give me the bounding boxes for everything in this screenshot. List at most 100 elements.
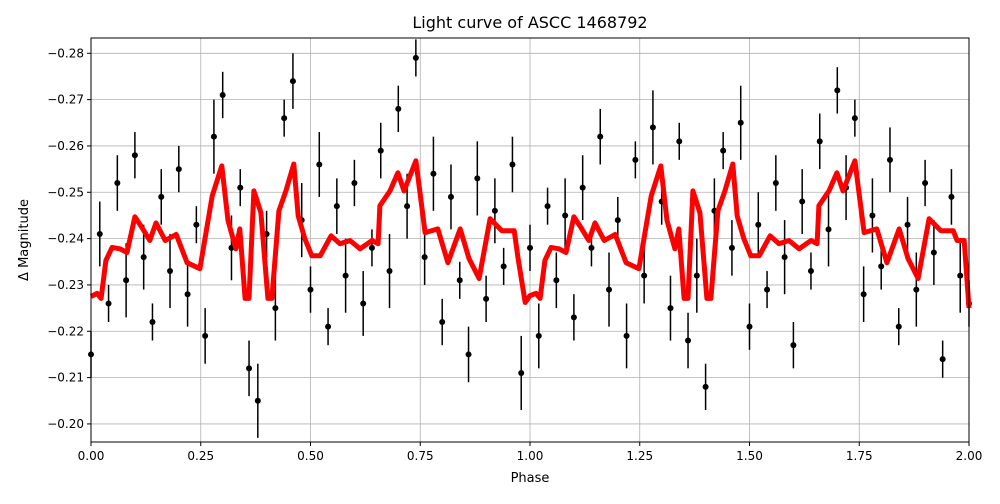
- chart-title: Light curve of ASCC 1468792: [412, 13, 647, 32]
- data-point: [316, 161, 323, 168]
- data-point: [333, 203, 340, 210]
- data-point: [219, 91, 226, 98]
- data-point: [781, 254, 788, 261]
- data-point: [149, 319, 156, 326]
- data-point: [614, 217, 621, 224]
- data-point: [939, 356, 946, 363]
- data-point: [386, 268, 393, 275]
- data-point: [667, 305, 674, 312]
- y-tick-label: −0.26: [47, 139, 84, 153]
- y-axis-ticks: −0.28 −0.27 −0.26 −0.25 −0.24 −0.23 −0.22 −0.21…: [47, 46, 91, 431]
- data-point: [764, 286, 771, 293]
- x-tick-label: 0.00: [78, 449, 105, 463]
- data-point: [913, 286, 920, 293]
- y-axis-label: Δ Magnitude: [17, 199, 32, 281]
- x-tick-label: 2.00: [956, 449, 983, 463]
- data-point: [676, 138, 683, 145]
- data-point: [649, 124, 656, 131]
- data-point: [184, 291, 191, 298]
- data-point: [799, 198, 806, 205]
- data-point: [105, 300, 112, 307]
- data-point: [96, 230, 103, 237]
- data-point: [746, 323, 753, 330]
- data-point: [895, 323, 902, 330]
- data-point: [948, 193, 955, 200]
- data-point: [158, 193, 165, 200]
- data-point: [272, 305, 279, 312]
- data-point: [237, 184, 244, 191]
- data-point: [693, 272, 700, 279]
- data-point: [193, 221, 200, 228]
- y-tick-label: −0.24: [47, 232, 84, 246]
- data-point: [447, 193, 454, 200]
- data-point: [131, 152, 138, 159]
- data-point: [281, 115, 288, 122]
- data-point: [509, 161, 516, 168]
- data-point: [360, 300, 367, 307]
- x-tick-label: 0.25: [187, 449, 214, 463]
- data-point: [720, 147, 727, 154]
- data-point: [860, 291, 867, 298]
- data-point: [685, 337, 692, 344]
- data-point: [500, 263, 507, 270]
- data-point: [623, 332, 630, 339]
- data-point: [465, 351, 472, 358]
- data-point: [368, 244, 375, 251]
- data-point: [553, 277, 560, 284]
- data-point: [834, 87, 841, 94]
- data-point: [851, 115, 858, 122]
- data-point: [772, 180, 779, 187]
- binned-curve: [89, 158, 972, 309]
- data-point: [904, 221, 911, 228]
- data-point: [395, 105, 402, 112]
- data-point: [491, 207, 498, 214]
- y-tick-label: −0.21: [47, 371, 84, 385]
- x-tick-label: 1.75: [846, 449, 873, 463]
- x-tick-label: 0.75: [407, 449, 434, 463]
- data-point: [702, 383, 709, 390]
- data-point: [342, 272, 349, 279]
- data-point: [825, 226, 832, 233]
- data-point: [886, 156, 893, 163]
- data-point: [439, 319, 446, 326]
- data-point: [632, 156, 639, 163]
- data-point: [930, 249, 937, 256]
- data-point: [351, 180, 358, 187]
- data-point: [456, 277, 463, 284]
- y-tick-label: −0.23: [47, 278, 84, 292]
- data-point: [588, 244, 595, 251]
- data-point: [421, 254, 428, 261]
- data-point: [114, 180, 121, 187]
- data-point: [641, 272, 648, 279]
- data-point: [377, 147, 384, 154]
- data-point: [878, 263, 885, 270]
- data-point: [728, 244, 735, 251]
- y-tick-label: −0.27: [47, 93, 84, 107]
- data-point: [210, 133, 217, 140]
- binned-line: [89, 158, 972, 309]
- x-tick-label: 0.50: [297, 449, 324, 463]
- data-point: [790, 342, 797, 349]
- data-point: [518, 369, 525, 376]
- data-point: [957, 272, 964, 279]
- data-point: [527, 244, 533, 251]
- data-point: [430, 170, 437, 177]
- data-point: [807, 268, 814, 275]
- data-point: [202, 332, 209, 339]
- data-point: [325, 323, 332, 330]
- data-point: [474, 175, 481, 182]
- data-point: [606, 286, 613, 293]
- data-point: [597, 133, 604, 140]
- data-point: [167, 268, 174, 275]
- data-point: [175, 166, 182, 173]
- data-point: [570, 314, 577, 321]
- data-point: [289, 78, 296, 85]
- data-point: [123, 277, 130, 284]
- x-tick-label: 1.50: [736, 449, 763, 463]
- data-point: [562, 212, 569, 219]
- data-point: [816, 138, 823, 145]
- data-point: [246, 365, 253, 372]
- x-tick-label: 1.25: [626, 449, 653, 463]
